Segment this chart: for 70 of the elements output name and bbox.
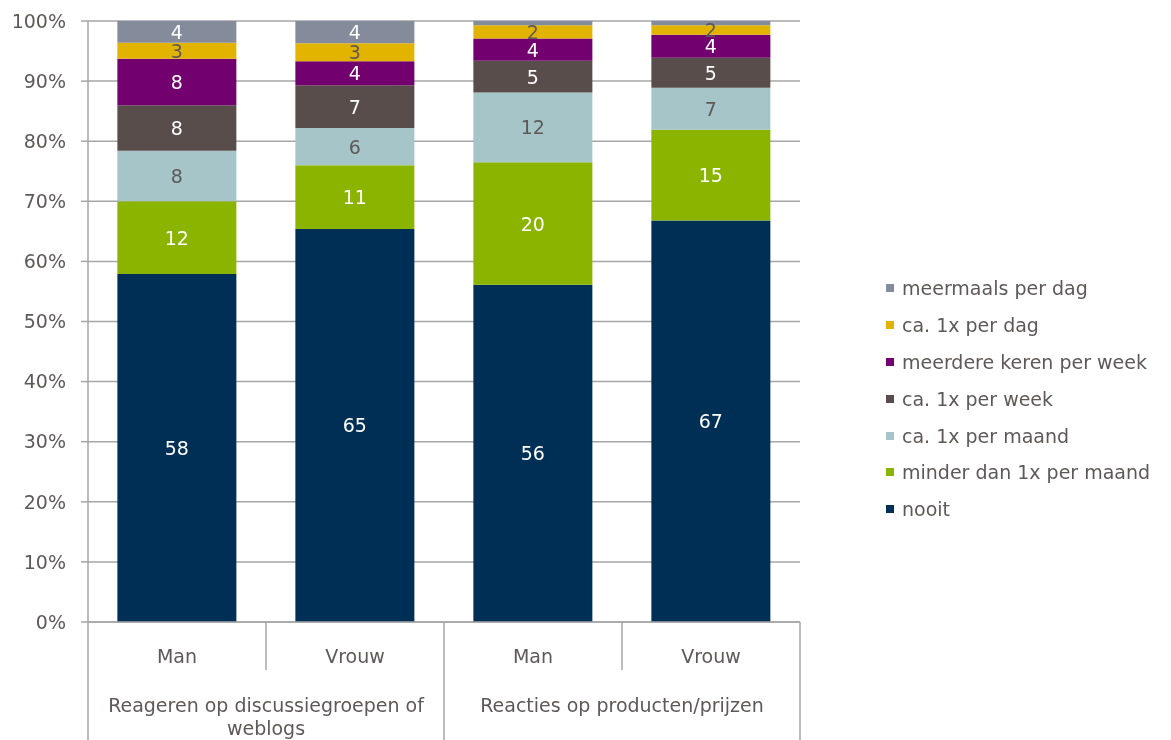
- bar: [117, 150, 237, 202]
- bar: [473, 92, 593, 163]
- data-label: 56: [520, 442, 545, 465]
- data-label: 12: [520, 116, 545, 139]
- data-label: 12: [164, 226, 189, 249]
- y-tick-label: 90%: [23, 69, 66, 92]
- x-tick-label: Man: [156, 645, 198, 667]
- bar: [117, 42, 237, 59]
- bar: [295, 228, 415, 622]
- bar: [473, 284, 593, 622]
- bar: [473, 60, 593, 93]
- bar: [473, 38, 593, 61]
- bar: [651, 25, 771, 35]
- bar: [117, 105, 237, 151]
- data-label: 67: [698, 410, 723, 433]
- bar: [651, 57, 771, 88]
- y-tick-label: 80%: [23, 129, 66, 152]
- bar: [651, 87, 771, 130]
- bar: [295, 85, 415, 128]
- y-tick-label: 0%: [35, 610, 66, 633]
- bar: [295, 61, 415, 86]
- x-tick-label: Man: [512, 645, 554, 667]
- bar: [295, 127, 415, 166]
- data-label: 3: [348, 41, 361, 64]
- data-label: 4: [348, 62, 361, 85]
- bar: [117, 201, 237, 275]
- bar: [295, 165, 415, 229]
- data-label: 6: [348, 135, 361, 158]
- y-tick-label: 20%: [23, 490, 66, 513]
- bar: [473, 162, 593, 285]
- data-label: 4: [348, 21, 361, 44]
- legend-label: meerdere keren per week: [902, 350, 1147, 373]
- bar: [117, 21, 237, 43]
- bar: [295, 21, 415, 44]
- data-label: 58: [164, 437, 189, 460]
- bar: [651, 129, 771, 221]
- y-tick-label: 10%: [23, 550, 66, 573]
- data-label: 65: [342, 414, 367, 437]
- bar: [117, 274, 237, 622]
- legend-label: meermaals per dag: [902, 277, 1088, 300]
- text: Reageren op discussiegroepen of weblogs: [107, 694, 426, 740]
- y-tick-label: 30%: [23, 430, 66, 453]
- data-label: 5: [526, 65, 539, 88]
- data-label: 7: [348, 95, 361, 118]
- bar: [295, 43, 415, 62]
- legend-label: nooit: [902, 498, 951, 521]
- y-tick-label: 70%: [23, 190, 66, 213]
- data-label: 5: [704, 61, 717, 84]
- y-tick-label: 100%: [11, 9, 66, 32]
- data-label: 8: [170, 116, 183, 139]
- legend-label: ca. 1x per week: [902, 387, 1054, 410]
- x-tick-label: Vrouw: [681, 645, 741, 667]
- data-label: 8: [170, 71, 183, 93]
- y-tick-label: 60%: [23, 250, 66, 273]
- bar: [117, 58, 237, 106]
- bar: [651, 220, 771, 622]
- data-label: 15: [698, 164, 723, 187]
- data-label: 8: [170, 165, 183, 188]
- text: Reacties op producten/prijzen: [479, 694, 765, 717]
- x-tick-label: Vrouw: [325, 645, 385, 667]
- y-tick-label: 50%: [23, 310, 66, 333]
- data-label: 20: [520, 212, 545, 235]
- data-label: 11: [342, 186, 367, 209]
- data-label: 7: [704, 97, 717, 120]
- y-tick-label: 40%: [23, 370, 66, 393]
- bar: [473, 25, 593, 39]
- bar: [473, 21, 593, 26]
- legend-label: ca. 1x per dag: [902, 314, 1039, 337]
- legend-label: ca. 1x per maand: [902, 424, 1070, 447]
- legend-label: minder dan 1x per maand: [902, 461, 1151, 484]
